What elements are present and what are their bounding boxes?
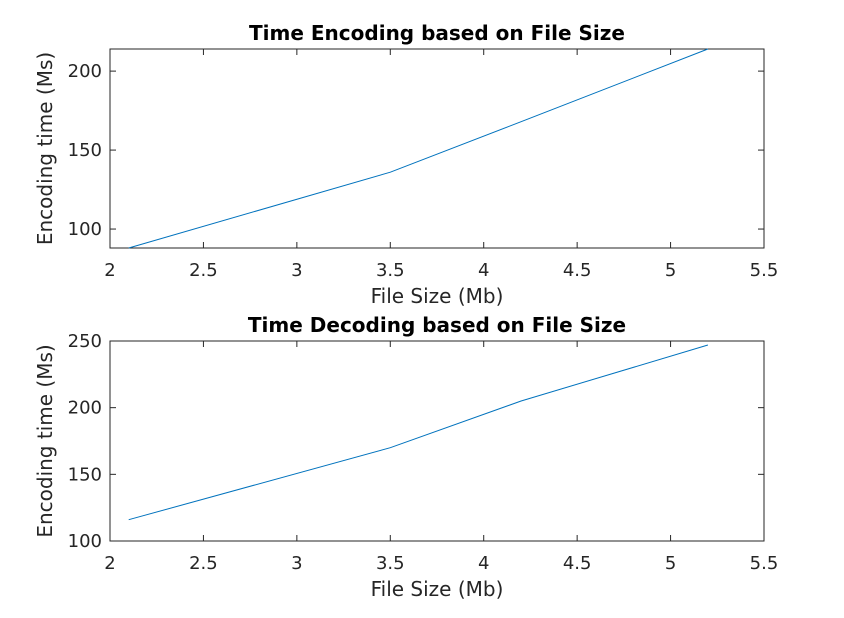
decoding-y-axis-label: Encoding time (Ms) — [33, 344, 57, 537]
decoding-x-tick-label: 4 — [478, 553, 489, 574]
decoding-y-tick-label: 250 — [68, 331, 102, 352]
decoding-chart: Time Decoding based on File Size 2 2.5 3 3.… — [33, 313, 778, 601]
encoding-y-axis-label: Encoding time (Ms) — [33, 52, 57, 245]
decoding-x-tick-label: 3.5 — [376, 553, 405, 574]
decoding-y-tick-label: 200 — [68, 398, 102, 419]
decoding-series-line — [128, 344, 709, 521]
decoding-x-axis-label: File Size (Mb) — [371, 577, 504, 601]
decoding-plot-area — [109, 340, 765, 542]
encoding-plot-area — [109, 48, 765, 249]
decoding-x-ticks: 2 2.5 3 3.5 4 4.5 5 5.5 — [104, 341, 778, 574]
decoding-x-tick-label: 4.5 — [563, 553, 592, 574]
encoding-x-tick-label: 2 — [104, 260, 115, 281]
decoding-y-tick-label: 100 — [68, 531, 102, 552]
encoding-y-ticks: 100 150 200 — [68, 61, 764, 240]
encoding-x-tick-label: 2.5 — [189, 260, 218, 281]
decoding-chart-title: Time Decoding based on File Size — [248, 313, 626, 337]
decoding-x-tick-label: 5 — [665, 553, 676, 574]
decoding-x-tick-label: 2 — [104, 553, 115, 574]
encoding-x-tick-label: 3 — [291, 260, 302, 281]
encoding-y-tick-label: 150 — [68, 140, 102, 161]
decoding-y-ticks: 100 150 200 250 — [68, 331, 764, 552]
encoding-chart-title: Time Encoding based on File Size — [249, 21, 625, 45]
decoding-x-tick-label: 2.5 — [189, 553, 218, 574]
encoding-y-tick-label: 100 — [68, 219, 102, 240]
encoding-x-axis-label: File Size (Mb) — [371, 284, 504, 308]
encoding-x-tick-label: 5 — [665, 260, 676, 281]
encoding-y-tick-label: 200 — [68, 61, 102, 82]
encoding-x-ticks: 2 2.5 3 3.5 4 4.5 5 5.5 — [104, 49, 778, 281]
encoding-series-line — [128, 48, 709, 249]
encoding-x-tick-label: 5.5 — [750, 260, 779, 281]
encoding-x-tick-label: 4 — [478, 260, 489, 281]
encoding-x-tick-label: 3.5 — [376, 260, 405, 281]
decoding-x-tick-label: 3 — [291, 553, 302, 574]
decoding-y-tick-label: 150 — [68, 464, 102, 485]
encoding-chart: Time Encoding based on File Size 2 2.5 3 3.… — [33, 21, 778, 308]
decoding-x-tick-label: 5.5 — [750, 553, 779, 574]
encoding-x-tick-label: 4.5 — [563, 260, 592, 281]
